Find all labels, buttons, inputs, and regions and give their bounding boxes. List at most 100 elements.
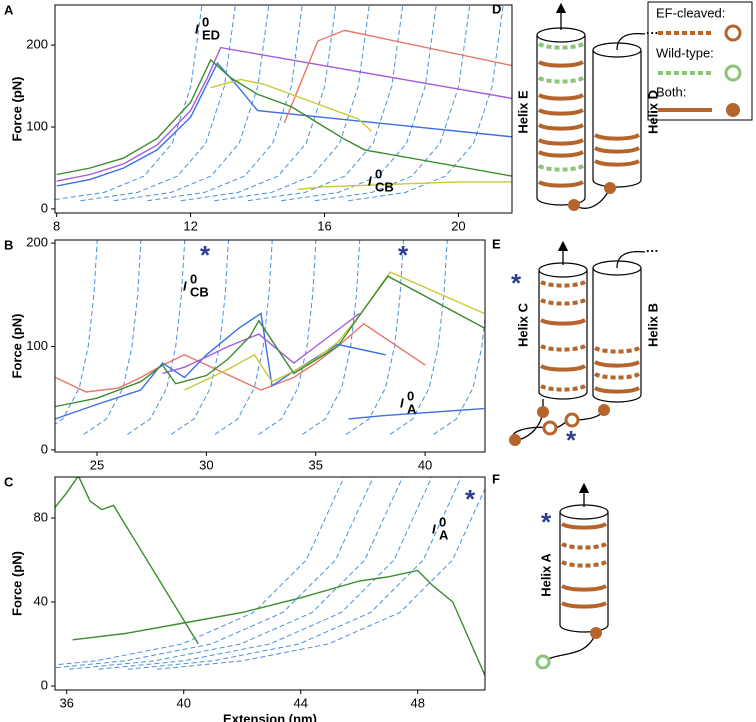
force-trace: [56, 58, 512, 177]
plot-area: [55, 5, 512, 202]
force-trace: [283, 29, 512, 124]
y-tick-label: 0: [41, 441, 48, 456]
helix-cylinder: [538, 270, 588, 400]
x-tick-label: 35: [308, 457, 322, 472]
x-tick-label: 12: [183, 218, 197, 233]
panel-label: E: [492, 236, 501, 251]
plot-area: [55, 477, 485, 676]
force-trace: [210, 78, 372, 132]
force-trace: [56, 46, 512, 182]
model-curve: [113, 5, 270, 202]
axes-frame: [54, 4, 513, 214]
x-tick-label: 8: [53, 218, 60, 233]
state-superscript: 0: [439, 514, 446, 529]
site-wild-type: [535, 654, 551, 670]
stripes-both: [594, 360, 640, 394]
helix-label: Helix E: [515, 90, 530, 134]
site-both: [604, 182, 616, 194]
model-curve: [55, 5, 203, 201]
x-tick-label: 25: [90, 457, 104, 472]
model-curve: [69, 477, 404, 670]
star: *: [200, 240, 211, 270]
x-tick-label: 44: [293, 695, 307, 710]
legend-label: Wild-type:: [656, 45, 714, 60]
model-curve: [433, 313, 485, 435]
force-trace: [56, 61, 512, 187]
y-tick-label: 80: [34, 509, 48, 524]
state-subscript: CB: [190, 284, 209, 299]
panel-label: C: [4, 474, 14, 489]
star: *: [566, 425, 577, 455]
state-subscript: CB: [375, 179, 394, 194]
state-superscript: 0: [202, 14, 209, 29]
x-tick-label: 20: [451, 218, 465, 233]
helix-label: Helix C: [515, 302, 530, 347]
stripes-ef-cleaved: [561, 542, 607, 568]
diagrams: EF-cleaved: Wild-type: Both: D ··· Helix…: [492, 1, 753, 670]
stripes-both: [561, 522, 607, 609]
helix-top: [538, 262, 588, 278]
site-both: [509, 434, 521, 446]
force-trace: [55, 322, 426, 393]
model-curve: [214, 5, 370, 202]
force-trace: [348, 407, 485, 420]
model-curve: [55, 240, 98, 425]
stripes-both: [538, 60, 584, 188]
star: *: [541, 507, 552, 537]
state-label: I 0CB: [183, 271, 209, 299]
y-axis-label: Force (pN): [9, 314, 24, 379]
state-symbol: I: [400, 395, 404, 410]
stripes-both: [594, 133, 640, 167]
legend-symbol: [724, 24, 742, 42]
x-axis-label: Extension (nm): [223, 711, 317, 722]
ellipsis: ···: [646, 25, 659, 40]
force-trace: [55, 312, 386, 420]
state-symbol: I: [183, 278, 187, 293]
model-curve: [345, 240, 404, 435]
helix-top: [536, 27, 586, 43]
site-ef-cleaved: [564, 412, 580, 428]
state-superscript: 0: [375, 166, 382, 181]
state-subscript: ED: [202, 27, 220, 42]
model-curve: [147, 5, 303, 202]
stripes-ef-cleaved: [594, 346, 640, 380]
axes-frame: [54, 476, 486, 691]
helix-top: [559, 504, 609, 520]
model-curve: [127, 240, 186, 435]
force-trace: [55, 275, 485, 408]
state-symbol: I: [195, 21, 199, 36]
model-curve: [247, 5, 404, 202]
site-ef-cleaved: [542, 420, 558, 436]
state-symbol: I: [368, 173, 372, 188]
legend-label: EF-cleaved:: [656, 5, 725, 20]
star: *: [398, 240, 409, 270]
state-superscript: 0: [407, 388, 414, 403]
legend-label: Both:: [656, 84, 686, 99]
legend-symbol: [724, 64, 742, 82]
model-curve: [258, 240, 317, 435]
y-axis-label: Force (pN): [9, 77, 24, 142]
model-curve: [98, 477, 433, 670]
force-trace: [55, 477, 199, 645]
panel-label: B: [4, 237, 13, 252]
helix-label: Helix D: [645, 90, 660, 134]
loop: [616, 250, 646, 269]
chart-panel: 0 40 80 36 40 44 48 C Force (pN) Extension (nm) * I…: [4, 474, 486, 722]
state-label: I 0CB: [368, 166, 394, 194]
model-curve: [348, 5, 504, 202]
model-curve: [281, 5, 437, 202]
x-tick-label: 30: [199, 457, 213, 472]
y-tick-label: 0: [41, 677, 48, 692]
ellipsis: ···: [646, 243, 659, 258]
axes-frame: [54, 239, 486, 453]
force-trace: [184, 271, 485, 391]
panel-label: F: [492, 471, 500, 486]
model-curve: [55, 477, 374, 669]
x-tick-label: 40: [418, 457, 432, 472]
state-label: I 0A: [432, 514, 449, 542]
model-curve: [55, 477, 345, 666]
site-both: [590, 627, 602, 639]
loop: [542, 632, 597, 663]
